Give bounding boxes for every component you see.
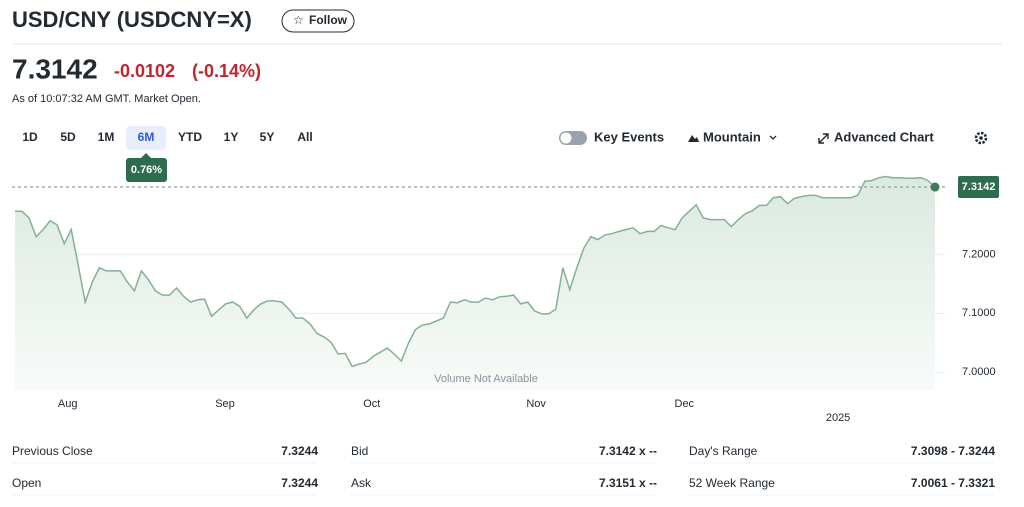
annotation: Volume Not Available (434, 373, 538, 385)
stat-value: 7.3244 (281, 476, 318, 490)
x-tick-label: Nov (526, 398, 546, 410)
tooltip-box (126, 158, 167, 182)
range-button[interactable]: All (297, 130, 312, 144)
stat-value: 7.3244 (281, 444, 318, 458)
range-selected-bg (126, 126, 166, 150)
follow-button[interactable] (281, 9, 355, 33)
range-button[interactable]: YTD (178, 130, 202, 144)
x-tick-label: Aug (58, 398, 78, 410)
star-icon: ☆ (293, 13, 304, 27)
x-tick-label: Sep (215, 398, 235, 410)
as-of: As of 10:07:32 AM GMT. Market Open. (12, 93, 201, 105)
settings-icon[interactable] (974, 131, 988, 145)
price-line (15, 175, 936, 368)
settings-icon-center (979, 136, 983, 140)
key-events[interactable]: Key Events (594, 129, 664, 144)
last-price-label: 7.3142 (962, 181, 996, 193)
change-pct: (-0.14%) (192, 61, 261, 81)
range-button[interactable]: 6M (138, 130, 155, 144)
range-button[interactable]: 1Y (224, 130, 239, 144)
stat-value: 7.3142 x -- (599, 444, 657, 458)
x-tick-label: Dec (675, 398, 695, 410)
stat-label: 52 Week Range (689, 476, 775, 490)
stat-value: 7.3098 - 7.3244 (911, 444, 995, 458)
tooltip-arrow (141, 153, 151, 158)
mountain-icon (688, 135, 699, 142)
range-button[interactable]: 1M (98, 130, 115, 144)
expand-icon (818, 133, 829, 144)
chevron (769, 135, 777, 140)
tooltip: 0.76% (131, 164, 162, 176)
stat-label: Day's Range (689, 444, 758, 458)
stat-label: Open (12, 476, 41, 490)
range-button[interactable]: 5Y (260, 130, 275, 144)
title: USD/CNY (USDCNY=X) (12, 7, 252, 32)
stat-label: Ask (351, 476, 372, 490)
advanced-chart[interactable]: Advanced Chart (834, 129, 934, 144)
range-button[interactable]: 1D (22, 130, 38, 144)
toggle-knob (560, 132, 572, 144)
stat-value: 7.0061 - 7.3321 (911, 476, 995, 490)
stat-value: 7.3151 x -- (599, 476, 657, 490)
x-tick-label: 2025 (826, 412, 850, 424)
area-fill (15, 176, 935, 390)
last-point (930, 182, 940, 192)
chart-style[interactable]: Mountain (703, 129, 761, 144)
y-tick-label: 7.1000 (962, 307, 996, 319)
last-price-badge (958, 176, 999, 199)
range-button[interactable]: 5D (60, 130, 76, 144)
y-tick-label: 7.2000 (962, 248, 996, 260)
stat-label: Bid (351, 444, 368, 458)
y-tick-label: 7.0000 (962, 366, 996, 378)
change: -0.0102 (114, 61, 175, 81)
stat-label: Previous Close (12, 444, 93, 458)
price: 7.3142 (12, 53, 98, 84)
follow-label: Follow (309, 13, 348, 27)
x-tick-label: Oct (363, 398, 380, 410)
